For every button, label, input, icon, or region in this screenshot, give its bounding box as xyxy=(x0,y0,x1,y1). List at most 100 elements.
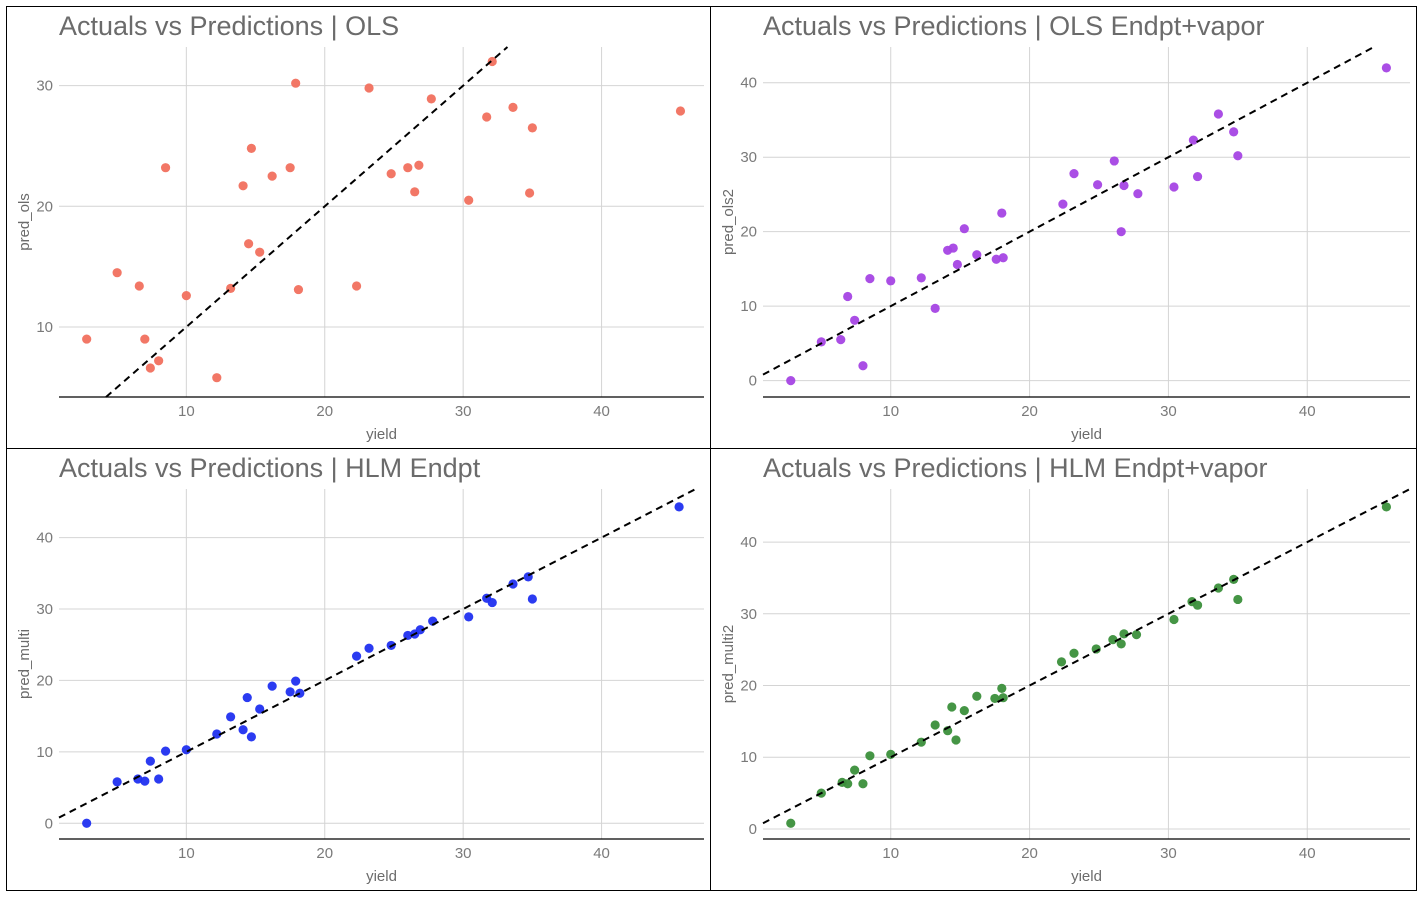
data-point xyxy=(886,276,896,286)
data-point xyxy=(112,777,122,787)
data-point xyxy=(1108,635,1118,645)
x-tick-label: 30 xyxy=(455,403,472,420)
data-point xyxy=(415,625,425,635)
points xyxy=(786,63,1391,386)
data-point xyxy=(843,779,853,789)
data-point xyxy=(242,692,252,703)
y-tick-label: 30 xyxy=(740,606,757,623)
chart-hlm-endpt-vapor: Actuals vs Predictions | HLM Endpt+vapor… xyxy=(720,453,1411,885)
reference-line xyxy=(762,488,1411,825)
data-point xyxy=(959,224,969,234)
chart-hlm-endpt: Actuals vs Predictions | HLM Endpt 10 20 30… xyxy=(16,453,704,885)
data-point xyxy=(386,169,396,179)
data-point xyxy=(246,732,256,742)
data-point xyxy=(850,765,860,775)
x-tick-label: 10 xyxy=(178,845,195,862)
y-tick-label: 0 xyxy=(749,821,757,838)
data-point xyxy=(267,171,277,181)
y-tick-label: 20 xyxy=(740,678,757,695)
x-tick-label: 30 xyxy=(1160,403,1177,420)
data-point xyxy=(1109,156,1119,166)
chart-ols-endpt-vapor: Actuals vs Predictions | OLS Endpt+vapor… xyxy=(720,11,1410,443)
data-point xyxy=(1233,151,1243,161)
data-point xyxy=(464,612,474,622)
data-point xyxy=(1093,180,1103,190)
data-point xyxy=(364,643,374,653)
chart-title: Actuals vs Predictions | OLS xyxy=(59,11,399,41)
y-tick-label: 30 xyxy=(740,149,757,166)
data-point xyxy=(858,779,868,789)
data-point xyxy=(916,273,926,283)
y-tick-label: 0 xyxy=(45,815,53,832)
gridlines xyxy=(59,489,704,839)
data-point xyxy=(1058,199,1068,209)
y-tick-label: 10 xyxy=(36,744,53,761)
data-point xyxy=(181,745,191,755)
y-tick-label: 30 xyxy=(36,601,53,618)
y-tick-label: 10 xyxy=(740,298,757,315)
data-point xyxy=(1213,583,1223,593)
data-point xyxy=(786,376,796,386)
data-point xyxy=(112,268,122,278)
panel-hlm-endpt: Actuals vs Predictions | HLM Endpt 10 20 30… xyxy=(6,448,711,891)
x-tick-label: 30 xyxy=(1160,845,1177,862)
data-point xyxy=(1188,135,1199,145)
data-point xyxy=(1056,657,1067,667)
data-point xyxy=(482,112,492,122)
points xyxy=(82,502,684,828)
data-point xyxy=(991,254,1001,264)
chart-title: Actuals vs Predictions | HLM Endpt+vapor xyxy=(763,453,1268,483)
panel-ols-endpt-vapor: Actuals vs Predictions | OLS Endpt+vapor… xyxy=(710,6,1417,449)
reference-line xyxy=(105,46,509,398)
data-point xyxy=(865,751,875,761)
data-point xyxy=(244,239,254,249)
data-point xyxy=(952,259,962,270)
data-point xyxy=(1213,109,1223,119)
data-point xyxy=(291,676,301,686)
data-point xyxy=(1069,648,1079,658)
data-point xyxy=(858,361,868,371)
data-point xyxy=(246,143,256,153)
data-point xyxy=(1381,502,1391,512)
x-tick-label: 10 xyxy=(882,845,899,862)
x-tick-label: 40 xyxy=(1299,845,1316,862)
data-point xyxy=(154,356,164,366)
y-tick-label: 10 xyxy=(36,319,53,336)
data-point xyxy=(285,163,295,173)
y-axis-label: pred_multi2 xyxy=(720,625,737,703)
data-point xyxy=(351,281,362,291)
data-point xyxy=(351,651,362,661)
points xyxy=(786,502,1391,828)
data-point xyxy=(238,181,248,191)
data-point xyxy=(675,106,686,116)
data-point xyxy=(238,725,248,735)
data-point xyxy=(487,56,497,67)
data-point xyxy=(160,163,171,173)
data-point xyxy=(255,704,265,714)
data-point xyxy=(145,756,155,766)
y-tick-label: 40 xyxy=(36,530,53,547)
x-tick-label: 30 xyxy=(455,845,472,862)
data-point xyxy=(998,253,1008,263)
data-point xyxy=(527,123,537,133)
data-point xyxy=(1381,63,1391,73)
x-axis-label: yield xyxy=(1071,426,1102,443)
data-point xyxy=(364,83,374,93)
data-point xyxy=(1169,614,1179,625)
data-point xyxy=(1131,629,1142,640)
data-point xyxy=(997,208,1007,218)
data-point xyxy=(836,335,846,345)
x-tick-label: 10 xyxy=(882,403,899,420)
data-point xyxy=(293,284,304,295)
data-point xyxy=(786,818,796,828)
data-point xyxy=(930,720,940,730)
data-point xyxy=(410,187,420,197)
data-point xyxy=(464,195,474,205)
x-tick-label: 20 xyxy=(316,403,333,420)
chart-title: Actuals vs Predictions | HLM Endpt xyxy=(59,453,481,483)
data-point xyxy=(674,502,684,512)
data-point xyxy=(865,273,875,284)
data-point xyxy=(82,818,92,828)
x-axis-label: yield xyxy=(366,868,397,885)
